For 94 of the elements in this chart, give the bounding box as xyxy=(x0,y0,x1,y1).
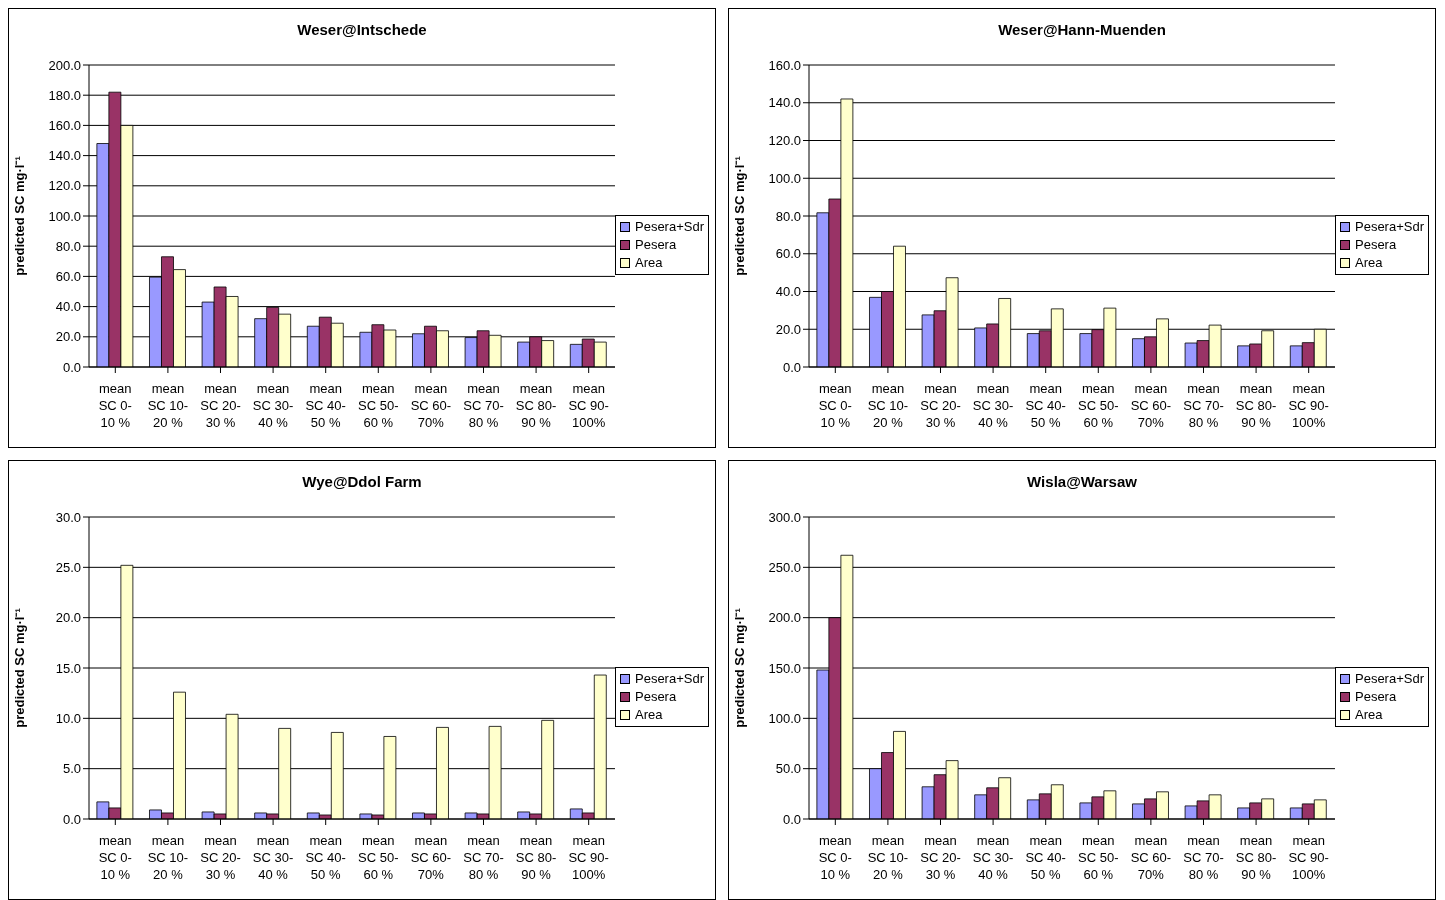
x-tick-label: mean SC 40-50 % xyxy=(1025,833,1066,882)
x-tick-label: mean SC 80-90 % xyxy=(515,381,557,430)
y-tick-label: 60.0 xyxy=(55,269,81,285)
x-tick-label: mean SC 10-20 % xyxy=(147,833,189,882)
y-tick-label: 50.0 xyxy=(775,761,801,777)
y-tick-label: 0.0 xyxy=(62,811,81,827)
y-tick-label: 20.0 xyxy=(55,329,81,345)
x-tick-label: mean SC 30-40 % xyxy=(252,833,294,882)
x-tick-label: mean SC 0-10 % xyxy=(98,833,132,882)
y-tick-label: 5.0 xyxy=(62,761,81,777)
x-tick-label: mean SC 60-70% xyxy=(410,833,452,882)
x-tick-label: mean SC 20-30 % xyxy=(200,833,241,882)
x-tick-label: mean SC 0-10 % xyxy=(98,381,132,430)
x-tick-label: mean SC 30-40 % xyxy=(252,381,294,430)
x-tick-label: mean SC 70-80 % xyxy=(1183,833,1224,882)
x-tick-label: mean SC 20-30 % xyxy=(920,833,961,882)
y-tick-label: 120.0 xyxy=(48,178,81,194)
legend-label: Area xyxy=(634,254,663,272)
y-tick-label: 140.0 xyxy=(768,95,801,111)
x-tick-label: mean SC 10-20 % xyxy=(867,833,909,882)
y-tick-label: 300.0 xyxy=(768,509,801,525)
y-axis-title: predicted SC mg·l⁻¹ xyxy=(731,608,747,728)
x-tick-label: mean SC 20-30 % xyxy=(920,381,961,430)
y-tick-label: 80.0 xyxy=(775,208,801,224)
y-tick-label: 100.0 xyxy=(48,208,81,224)
x-tick-label: mean SC 90-100% xyxy=(568,833,609,882)
x-tick-label: mean SC 40-50 % xyxy=(305,381,346,430)
legend-label: Pesera xyxy=(1354,236,1397,254)
legend-label: Pesera xyxy=(634,688,677,706)
legend-label: Pesera xyxy=(634,236,677,254)
y-tick-label: 0.0 xyxy=(782,359,801,375)
x-tick-label: mean SC 50-60 % xyxy=(358,381,399,430)
y-tick-label: 180.0 xyxy=(48,87,81,103)
x-tick-label: mean SC 10-20 % xyxy=(147,381,189,430)
legend-label: Pesera+Sdr xyxy=(1354,670,1424,688)
y-tick-label: 20.0 xyxy=(775,321,801,337)
x-tick-label: mean SC 40-50 % xyxy=(305,833,346,882)
x-tick-label: mean SC 90-100% xyxy=(568,381,609,430)
x-tick-label: mean SC 70-80 % xyxy=(1183,381,1224,430)
y-tick-label: 15.0 xyxy=(55,660,81,676)
y-tick-label: 250.0 xyxy=(768,559,801,575)
y-axis-title: predicted SC mg·l⁻¹ xyxy=(731,156,747,276)
legend-label: Pesera xyxy=(1354,688,1397,706)
y-tick-label: 160.0 xyxy=(768,57,801,73)
x-tick-label: mean SC 70-80 % xyxy=(463,381,504,430)
y-tick-label: 25.0 xyxy=(55,559,81,575)
x-tick-label: mean SC 90-100% xyxy=(1288,833,1329,882)
x-tick-label: mean SC 80-90 % xyxy=(1235,833,1277,882)
y-tick-label: 60.0 xyxy=(775,246,801,262)
y-tick-label: 20.0 xyxy=(55,610,81,626)
legend-label: Area xyxy=(1354,706,1383,724)
y-tick-label: 80.0 xyxy=(55,238,81,254)
x-tick-label: mean SC 90-100% xyxy=(1288,381,1329,430)
y-tick-label: 40.0 xyxy=(775,284,801,300)
y-tick-label: 100.0 xyxy=(768,710,801,726)
legend-label: Pesera+Sdr xyxy=(1354,218,1424,236)
x-tick-label: mean SC 20-30 % xyxy=(200,381,241,430)
y-tick-label: 30.0 xyxy=(55,509,81,525)
y-tick-label: 200.0 xyxy=(768,610,801,626)
x-tick-label: mean SC 0-10 % xyxy=(818,381,852,430)
x-tick-label: mean SC 50-60 % xyxy=(358,833,399,882)
x-tick-label: mean SC 60-70% xyxy=(1130,833,1172,882)
chart-title: Weser@Intschede xyxy=(296,20,428,40)
x-tick-label: mean SC 40-50 % xyxy=(1025,381,1066,430)
x-tick-label: mean SC 0-10 % xyxy=(818,833,852,882)
y-tick-label: 150.0 xyxy=(768,660,801,676)
legend-label: Pesera+Sdr xyxy=(634,670,704,688)
legend-label: Area xyxy=(634,706,663,724)
y-tick-label: 40.0 xyxy=(55,299,81,315)
x-tick-label: mean SC 60-70% xyxy=(1130,381,1172,430)
y-tick-label: 0.0 xyxy=(62,359,81,375)
chart-title: Weser@Hann-Muenden xyxy=(997,20,1167,40)
y-tick-label: 200.0 xyxy=(48,57,81,73)
x-tick-label: mean SC 30-40 % xyxy=(972,381,1014,430)
x-tick-label: mean SC 80-90 % xyxy=(1235,381,1277,430)
y-tick-label: 10.0 xyxy=(55,710,81,726)
x-tick-label: mean SC 70-80 % xyxy=(463,833,504,882)
chart-title: Wye@Ddol Farm xyxy=(301,472,423,492)
y-axis-title: predicted SC mg·l⁻¹ xyxy=(11,608,27,728)
x-tick-label: mean SC 30-40 % xyxy=(972,833,1014,882)
legend-label: Pesera+Sdr xyxy=(634,218,704,236)
x-tick-label: mean SC 50-60 % xyxy=(1078,381,1119,430)
x-tick-label: mean SC 10-20 % xyxy=(867,381,909,430)
y-axis-title: predicted SC mg·l⁻¹ xyxy=(11,156,27,276)
y-tick-label: 140.0 xyxy=(48,148,81,164)
legend-label: Area xyxy=(1354,254,1383,272)
y-tick-label: 160.0 xyxy=(48,118,81,134)
y-tick-label: 0.0 xyxy=(782,811,801,827)
x-tick-label: mean SC 60-70% xyxy=(410,381,452,430)
x-tick-label: mean SC 80-90 % xyxy=(515,833,557,882)
chart-title: Wisla@Warsaw xyxy=(1026,472,1138,492)
x-tick-label: mean SC 50-60 % xyxy=(1078,833,1119,882)
y-tick-label: 120.0 xyxy=(768,133,801,149)
y-tick-label: 100.0 xyxy=(768,170,801,186)
